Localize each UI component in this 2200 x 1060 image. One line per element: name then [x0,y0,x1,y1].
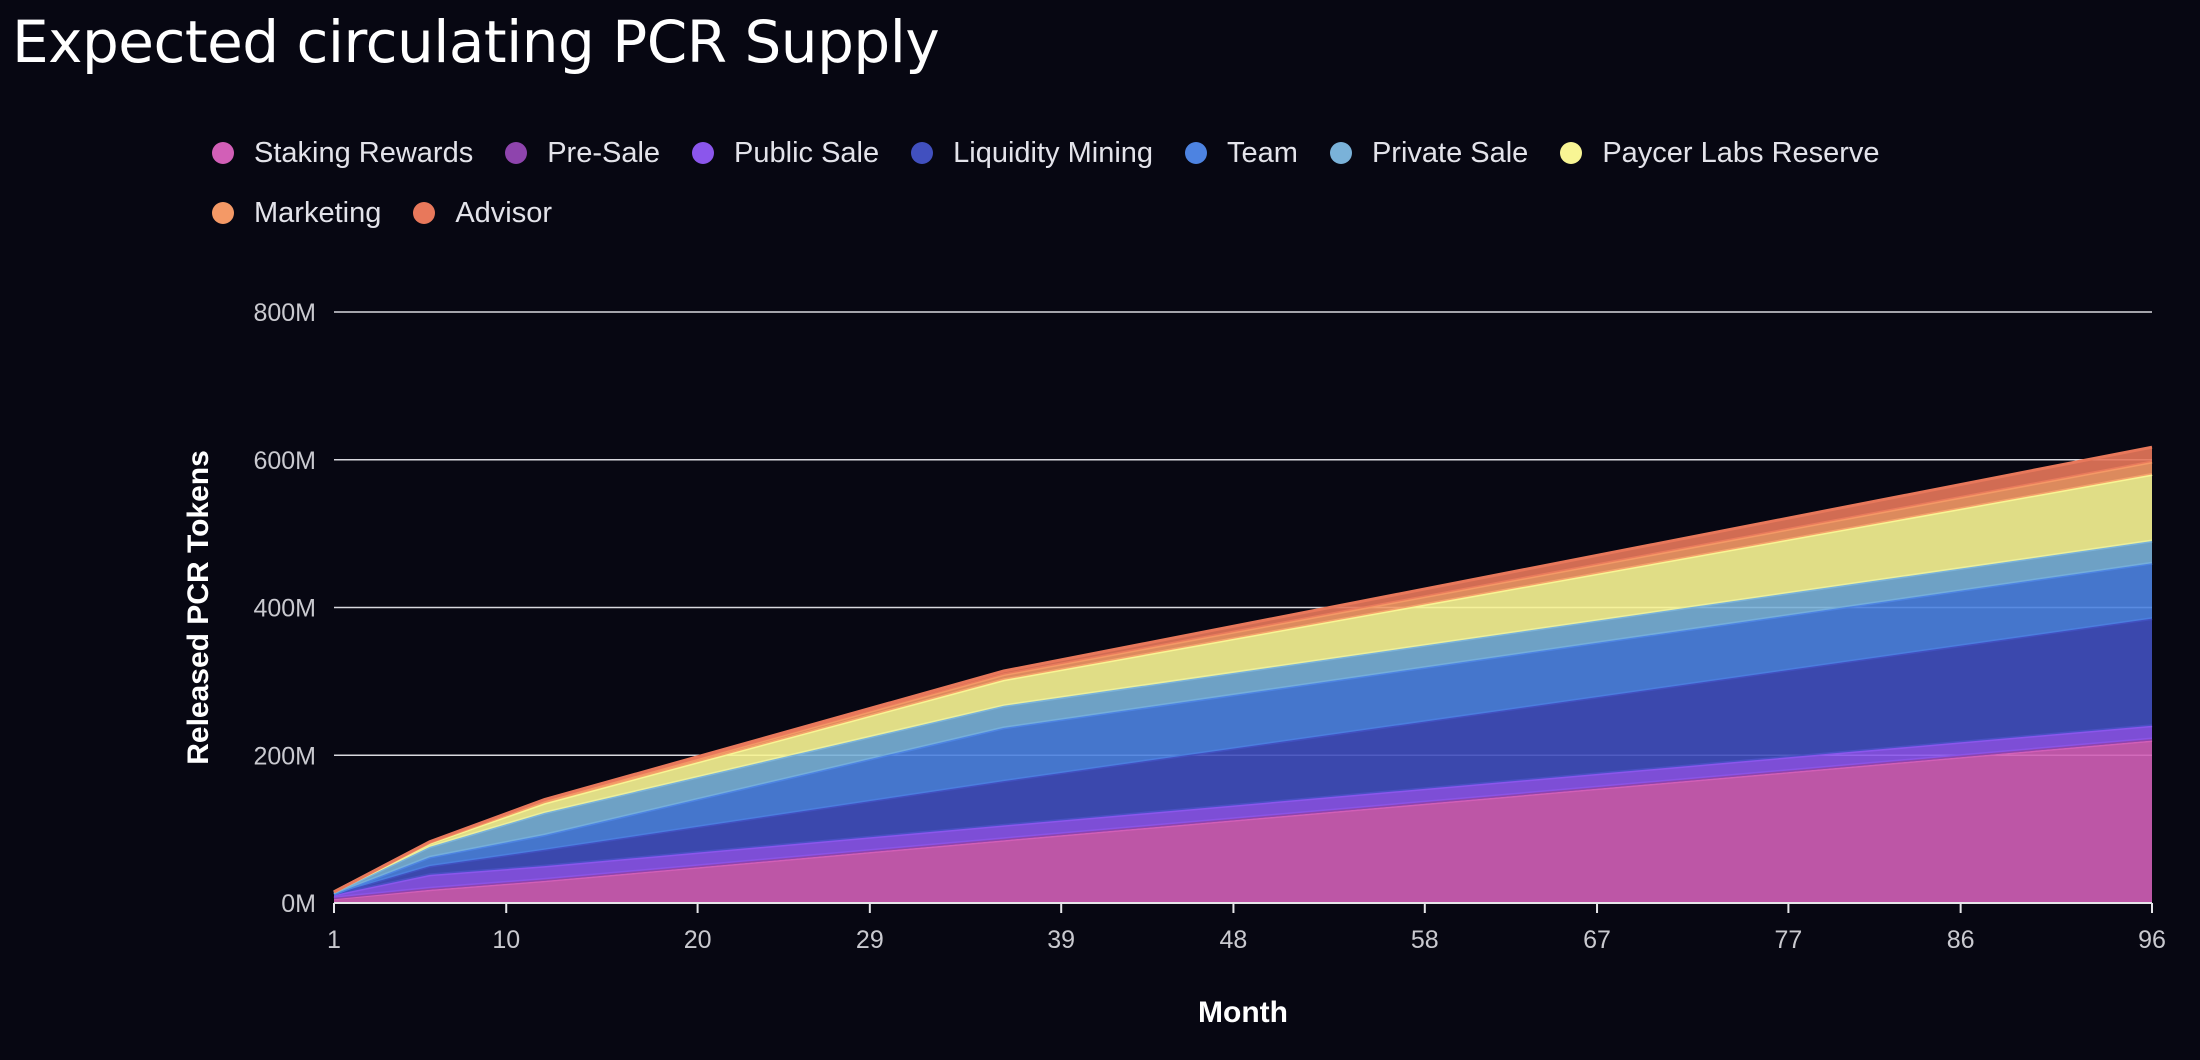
legend-marker [1560,142,1583,164]
y-axis-title: Released PCR Tokens [182,450,215,765]
x-tick-label: 48 [1220,926,1248,954]
legend-marker [1185,142,1208,164]
legend-label: Pre-Sale [547,136,661,169]
legend-marker [692,142,715,164]
legend-item-public-sale[interactable]: Public Sale [692,136,879,170]
x-tick-label: 77 [1774,926,1802,954]
legend-item-advisor[interactable]: Advisor [413,196,552,230]
area-public-sale [334,725,2152,898]
x-tick-label: 96 [2138,926,2166,954]
legend-label: Advisor [455,196,553,229]
x-tick-label: 58 [1411,926,1439,954]
x-tick-label: 29 [856,926,884,954]
x-axis-title: Month [1198,996,1288,1029]
y-tick-label: 400M [253,595,316,623]
legend-marker [911,142,934,164]
legend-marker [413,202,436,224]
legend-label: Paycer Labs Reserve [1602,136,1880,169]
legend-label: Public Sale [734,136,880,169]
legend-marker [212,142,234,164]
area-liquidity-mining [334,618,2152,895]
legend-item-liquidity-mining[interactable]: Liquidity Mining [911,136,1153,170]
chart-title: Expected circulating PCR Supply [12,8,940,76]
area-team [334,563,2152,895]
area-advisor [334,447,2152,892]
series-line [333,445,2153,894]
x-tick-label: 1 [327,926,341,954]
x-tick-label: 67 [1583,926,1611,954]
legend-label: Marketing [254,196,382,229]
chart-legend: Staking Rewards Pre-Sale Public Sale Liquid… [212,136,2112,230]
x-tick-label: 10 [492,926,520,954]
legend-marker [505,142,528,164]
y-tick-label: 0M [281,890,316,918]
legend-item-paycer-labs-reserve[interactable]: Paycer Labs Reserve [1560,136,1880,170]
x-tick-label: 39 [1047,926,1075,954]
x-tick-label: 86 [1947,926,1975,954]
legend-marker [1329,142,1352,164]
legend-item-pre-sale[interactable]: Pre-Sale [505,136,660,170]
area-paycer-labs-reserve [334,474,2152,893]
legend-item-private-sale[interactable]: Private Sale [1329,136,1529,170]
x-tick-label: 20 [684,926,712,954]
legend-item-marketing[interactable]: Marketing [212,196,381,230]
legend-marker [212,202,234,224]
legend-item-staking-rewards[interactable]: Staking Rewards [212,136,473,170]
y-tick-label: 600M [253,447,316,475]
area-marketing [334,462,2152,892]
y-tick-label: 200M [253,742,316,770]
legend-label: Team [1227,136,1298,169]
legend-label: Staking Rewards [254,136,474,169]
legend-label: Liquidity Mining [953,136,1154,169]
area-private-sale [334,541,2152,895]
legend-label: Private Sale [1371,136,1529,169]
legend-item-team[interactable]: Team [1185,136,1298,170]
y-tick-label: 800M [253,299,316,327]
